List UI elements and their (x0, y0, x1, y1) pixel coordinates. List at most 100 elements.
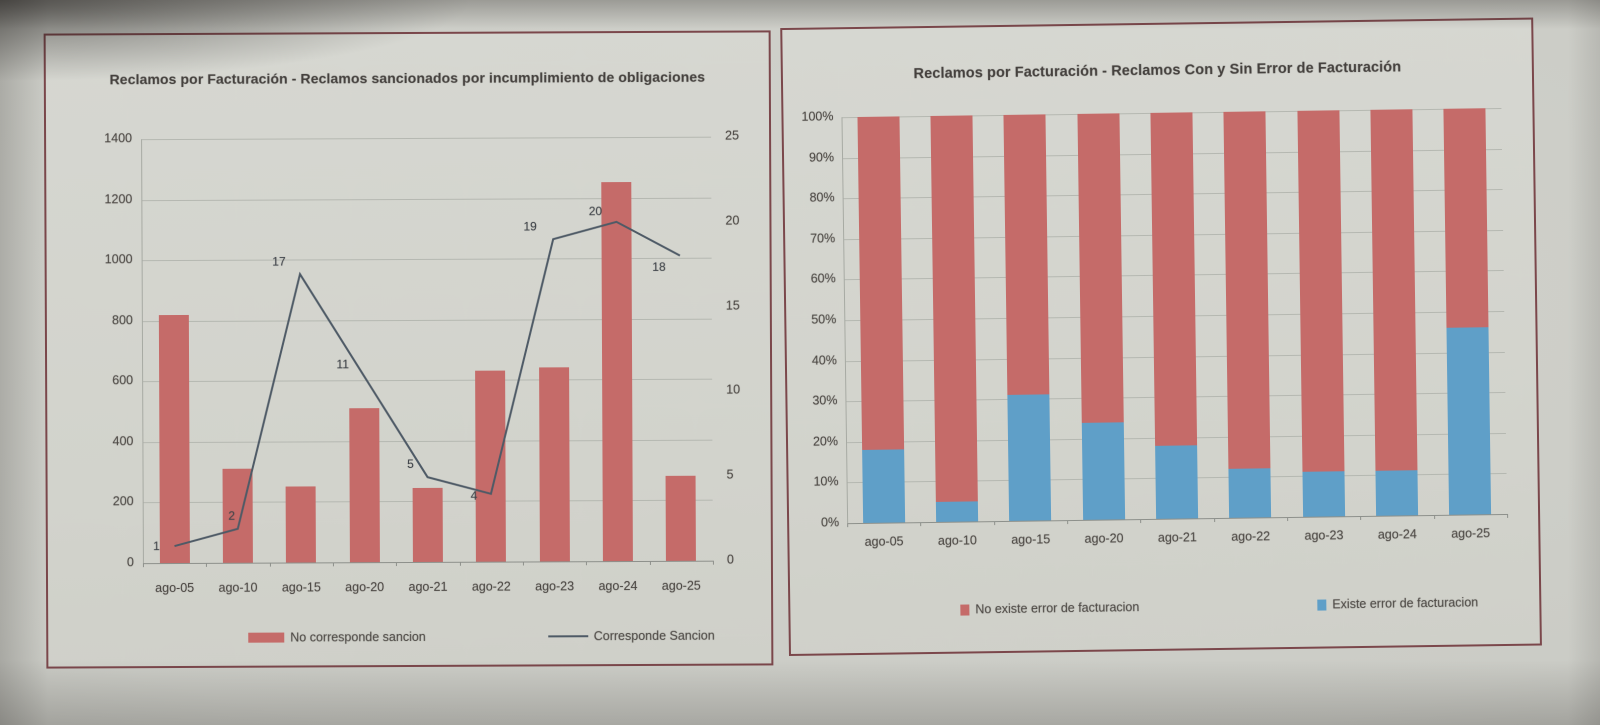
x-axis-tickmark (1140, 519, 1142, 524)
y-axis-tick-label: 70% (810, 231, 836, 246)
x-axis-tick-label: ago-21 (408, 579, 448, 595)
left-chart-panel: Reclamos por Facturación - Reclamos sanc… (43, 30, 774, 669)
x-axis-tickmark (649, 560, 651, 565)
x-axis-tick-label: ago-15 (1011, 532, 1051, 547)
right-axis-tick-label: 25 (725, 128, 740, 143)
legend-item: No existe error de facturacion (960, 600, 1139, 616)
bar-segment-existe-error (1081, 421, 1125, 520)
right-axis-tick-label: 10 (726, 382, 741, 398)
x-axis-tickmark (847, 523, 849, 528)
right-axis-tick-label: 20 (725, 213, 740, 228)
x-axis-tickmark (396, 562, 398, 567)
legend-label: Existe error de facturacion (1332, 595, 1479, 612)
y-axis-tick-label: 100% (801, 109, 834, 124)
bar-segment-no-existe-error (1150, 112, 1198, 446)
plot-area (841, 107, 1509, 528)
bar-segment-existe-error (861, 449, 905, 523)
x-axis-tick-label: ago-05 (864, 534, 904, 549)
legend-item-no-corresponde-sancion: No corresponde sancion (248, 630, 426, 645)
legend-item-corresponde-sancion: Corresponde Sancion (547, 628, 715, 644)
bar-segment-existe-error (1446, 327, 1492, 515)
left-y-axis: 1400 1200 1000 800 600 400 200 0 (76, 131, 134, 569)
y-axis-tick-label: 90% (808, 149, 835, 165)
chart-title: Reclamos por Facturación - Reclamos Con … (913, 59, 1402, 83)
right-axis-tick-label: 5 (726, 467, 734, 482)
square-swatch-icon (1317, 598, 1327, 611)
left-axis-tick-label: 1000 (104, 252, 133, 267)
x-axis-tickmark (712, 560, 714, 565)
bar-segment-no-existe-error (1223, 111, 1271, 470)
line-corresponde-sancion (174, 220, 681, 548)
bar-segment-no-existe-error (1443, 108, 1489, 329)
y-axis-tick-label: 20% (812, 434, 839, 449)
left-axis-tick-label: 0 (126, 555, 134, 570)
plot-area: 1 2 17 11 5 4 19 20 18 (141, 136, 714, 568)
x-axis-tickmark (522, 561, 524, 566)
x-axis-tick-label: ago-23 (1304, 528, 1344, 543)
legend-label: Corresponde Sancion (593, 628, 715, 644)
x-axis-labels: ago-05 ago-10 ago-15 ago-20 ago-21 ago-22 ago-… (143, 579, 713, 595)
right-axis-tick-label: 15 (725, 298, 740, 313)
x-axis-tick-label: ago-05 (155, 580, 195, 596)
bar-segment-existe-error (1302, 471, 1345, 517)
x-axis-tick-label: ago-21 (1157, 530, 1197, 545)
right-y-axis: 25 20 15 10 5 0 (725, 129, 767, 567)
bar-segment-existe-error (1228, 468, 1272, 518)
x-axis-tickmark (1507, 513, 1509, 518)
line-point-label: 5 (407, 457, 414, 472)
line-point-label: 20 (588, 203, 603, 219)
y-axis-tick-label: 10% (813, 474, 839, 490)
x-axis-tick-label: ago-24 (1377, 527, 1417, 542)
legend-item: Existe error de facturacion (1317, 595, 1478, 611)
legend-label: No existe error de facturacion (975, 600, 1140, 617)
left-axis-tick-label: 200 (112, 494, 134, 509)
y-axis-tick-label: 80% (809, 190, 835, 205)
left-axis-tick-label: 400 (112, 434, 134, 449)
x-axis-labels: ago-05 ago-10 ago-15 ago-20 ago-21 ago-22 ago-… (847, 526, 1507, 549)
x-axis-tick-label: ago-24 (598, 579, 638, 594)
y-axis-tick-label: 50% (811, 312, 837, 327)
right-axis-tick-label: 0 (726, 552, 734, 567)
x-axis-tick-label: ago-22 (1231, 529, 1271, 544)
x-axis-tick-label: ago-22 (471, 579, 511, 594)
left-axis-tick-label: 800 (111, 312, 133, 327)
legend: No existe error de facturacion Existe err… (848, 595, 1508, 618)
y-axis-tick-label: 30% (812, 393, 838, 408)
line-point-label: 11 (336, 357, 349, 372)
bar-swatch-icon (248, 632, 285, 643)
left-y-axis: 100% 90% 80% 70% 60% 50% 40% 30% 20% 10% 0% (787, 109, 839, 529)
line-swatch-icon (547, 635, 588, 638)
square-swatch-icon (960, 603, 970, 616)
legend: No corresponde sancion Corresponde Sancio… (143, 628, 715, 645)
y-axis-tick-label: 40% (811, 352, 837, 368)
line-point-label: 17 (272, 254, 286, 269)
y-axis-tick-label: 60% (810, 271, 836, 287)
line-point-label: 19 (523, 219, 537, 234)
left-axis-tick-label: 1400 (104, 131, 133, 146)
x-axis-tick-label: ago-25 (661, 578, 701, 593)
chart-title: Reclamos por Facturación - Reclamos sanc… (109, 68, 706, 88)
bar-segment-no-existe-error (857, 116, 904, 450)
x-axis-tickmark (920, 522, 922, 527)
y-axis-tick-label: 0% (820, 515, 840, 530)
x-axis-tick-label: ago-10 (937, 533, 977, 548)
bar-segment-existe-error (935, 501, 979, 522)
x-axis-tickmark (269, 562, 271, 567)
line-point-label: 4 (470, 488, 478, 503)
x-axis-tickmark (142, 563, 144, 568)
bar-segment-existe-error (1007, 394, 1052, 521)
x-axis-tick-label: ago-20 (345, 580, 385, 595)
x-axis-tickmark (1433, 514, 1435, 519)
legend-label: No corresponde sancion (290, 629, 426, 645)
x-axis-tickmark (1067, 520, 1069, 525)
bar-segment-no-existe-error (1297, 110, 1345, 473)
line-point-label: 1 (153, 539, 160, 554)
x-axis-tick-label: ago-10 (218, 580, 258, 595)
x-axis-tickmark (993, 521, 995, 526)
bar-segment-no-existe-error (1003, 114, 1050, 396)
right-chart-panel: Reclamos por Facturación - Reclamos Con … (780, 17, 1542, 657)
x-axis-tickmark (459, 561, 461, 566)
line-path (174, 220, 681, 548)
bar-segment-no-existe-error (930, 115, 978, 502)
